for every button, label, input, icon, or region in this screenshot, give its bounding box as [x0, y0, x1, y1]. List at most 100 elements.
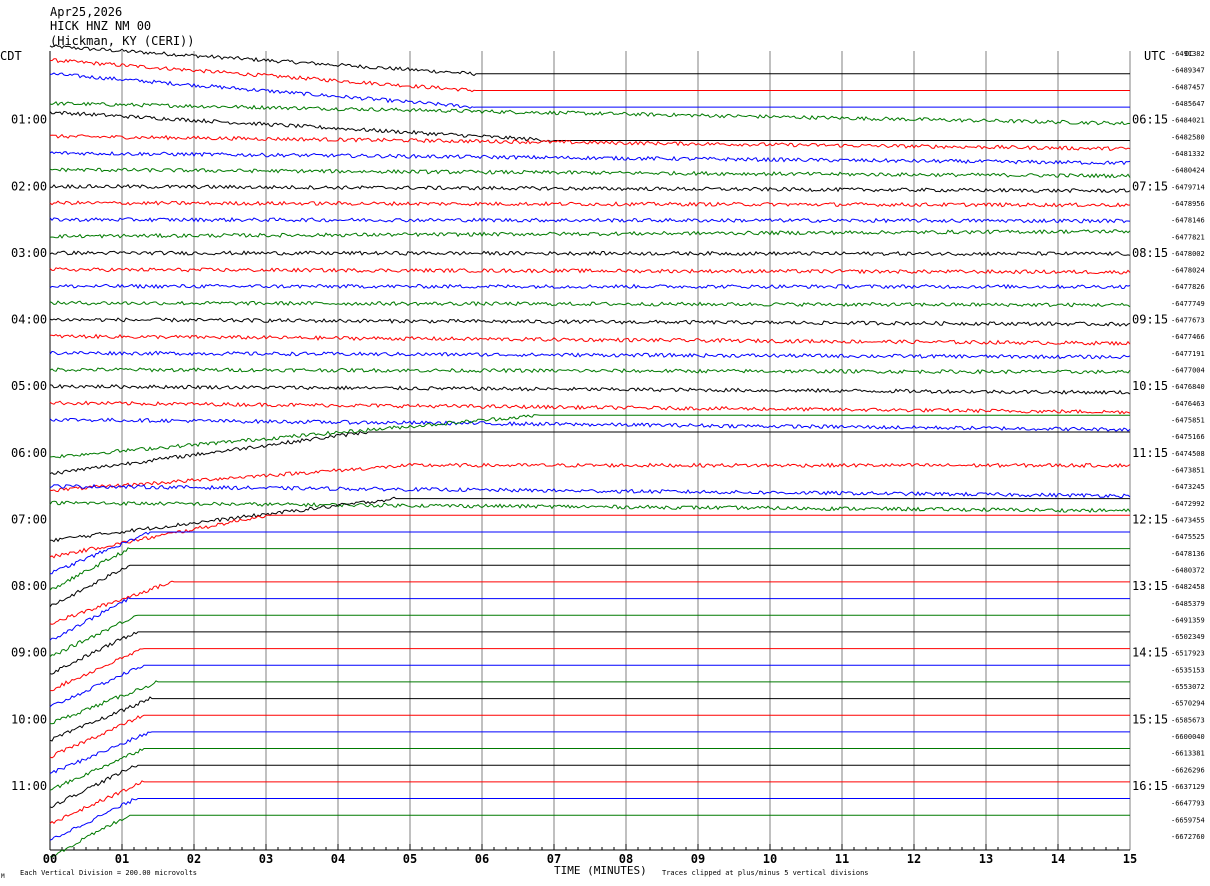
dc-offset-label: -6472992 — [1171, 500, 1205, 508]
dc-offset-label: -6626296 — [1171, 766, 1205, 774]
trace-row-40 — [49, 696, 1130, 742]
trace-row-46 — [49, 798, 1130, 841]
trace-group — [49, 44, 1131, 858]
x-tick-label: 00 — [43, 852, 57, 866]
dc-offset-label: -6480424 — [1171, 167, 1205, 175]
trace-row-18 — [49, 350, 1131, 360]
trace-row-25 — [49, 462, 1131, 493]
trace-row-34 — [49, 597, 1130, 641]
trace-row-8 — [49, 183, 1131, 194]
dc-offset-label: -6613381 — [1171, 750, 1205, 758]
dc-offset-label: -6480372 — [1171, 566, 1205, 574]
trace-row-36 — [49, 631, 1130, 675]
trace-row-16 — [49, 317, 1131, 327]
x-tick-label: 14 — [1051, 852, 1065, 866]
x-axis-title: TIME (MINUTES) — [554, 864, 647, 877]
dc-offset-label: -6473245 — [1171, 483, 1205, 491]
dc-offset-label: -6478024 — [1171, 267, 1205, 275]
utc-hour-label: 07:15 — [1132, 179, 1168, 193]
trace-row-41 — [49, 714, 1130, 759]
trace-row-42 — [49, 731, 1130, 774]
dc-offset-label: -6487457 — [1171, 83, 1205, 91]
x-tick-label: 12 — [907, 852, 921, 866]
trace-row-14 — [49, 283, 1131, 290]
dc-offset-label: -6482458 — [1171, 583, 1205, 591]
dc-offset-label: -6672760 — [1171, 833, 1205, 841]
dc-offset-label: -6535153 — [1171, 666, 1205, 674]
utc-hour-label: 13:15 — [1132, 579, 1168, 593]
utc-hour-label: 06:15 — [1132, 113, 1168, 127]
dc-offset-label: -6482580 — [1171, 133, 1205, 141]
trace-row-12 — [49, 250, 1131, 257]
dc-offset-label: -6475525 — [1171, 533, 1205, 541]
clip-note: Traces clipped at plus/minus 5 vertical … — [662, 869, 869, 877]
x-tick-label: 10 — [763, 852, 777, 866]
utc-hour-label: 12:15 — [1132, 512, 1168, 526]
trace-row-0 — [49, 44, 1130, 77]
x-tick-label: 06 — [475, 852, 489, 866]
dc-offset-label: -6479714 — [1171, 183, 1205, 191]
dc-offset-label: -6477826 — [1171, 283, 1205, 291]
x-tick-label: 02 — [187, 852, 201, 866]
dc-offset-label: -6474508 — [1171, 450, 1205, 458]
cdt-hour-label: 07:00 — [11, 512, 47, 526]
left-timezone-label: CDT — [0, 49, 22, 63]
dc-offset-label: -6478002 — [1171, 250, 1205, 258]
cdt-hour-label: 03:00 — [11, 246, 47, 260]
dc-offset-label: -6570294 — [1171, 700, 1205, 708]
dc-offset-label: -6647793 — [1171, 800, 1205, 808]
trace-row-9 — [49, 200, 1131, 208]
cdt-hour-label: 01:00 — [11, 113, 47, 127]
trace-row-13 — [49, 267, 1131, 275]
trace-row-21 — [49, 400, 1131, 415]
trace-row-30 — [49, 531, 1130, 575]
dc-offset-label: -6585673 — [1171, 716, 1205, 724]
trace-row-22 — [49, 417, 1131, 432]
trace-row-47 — [49, 814, 1130, 858]
trace-row-31 — [49, 547, 1130, 591]
trace-row-19 — [49, 367, 1131, 375]
header-date: Apr25,2026 — [50, 5, 122, 19]
dc-offset-label: -6637129 — [1171, 783, 1205, 791]
dc-offset-label: -6478146 — [1171, 217, 1205, 225]
cdt-hour-label: 05:00 — [11, 379, 47, 393]
trace-row-45 — [49, 780, 1130, 825]
trace-row-24 — [49, 430, 1130, 475]
utc-hour-label: 08:15 — [1132, 246, 1168, 260]
dc-offset-label: -6478956 — [1171, 200, 1205, 208]
dc-offset-label: -6473851 — [1171, 466, 1205, 474]
trace-row-27 — [49, 500, 1131, 514]
dc-offset-label: -6477191 — [1171, 350, 1205, 358]
utc-hour-label: 11:15 — [1132, 446, 1168, 460]
trace-row-1 — [49, 58, 1130, 93]
cdt-hour-label: 04:00 — [11, 313, 47, 327]
dc-offset-label: -6553072 — [1171, 683, 1205, 691]
trace-row-37 — [49, 648, 1130, 692]
cdt-hour-label: 09:00 — [11, 646, 47, 660]
trace-row-20 — [49, 383, 1131, 395]
trace-row-4 — [49, 110, 1130, 143]
x-tick-label: 15 — [1123, 852, 1137, 866]
trace-row-3 — [49, 101, 1131, 126]
trace-row-2 — [49, 72, 1130, 109]
trace-row-35 — [49, 614, 1130, 658]
utc-hour-label: 15:15 — [1132, 712, 1168, 726]
dc-offset-label: -6481332 — [1171, 150, 1205, 158]
trace-row-11 — [49, 229, 1131, 239]
cdt-hour-label: 08:00 — [11, 579, 47, 593]
dc-offset-label: -6600040 — [1171, 733, 1205, 741]
cdt-hour-label: 10:00 — [11, 712, 47, 726]
trace-row-33 — [49, 580, 1130, 625]
dc-offset-label: -6475166 — [1171, 433, 1205, 441]
x-tick-label: 05 — [403, 852, 417, 866]
x-tick-label: 07 — [547, 852, 561, 866]
trace-row-23 — [49, 414, 1130, 459]
utc-hour-label: 09:15 — [1132, 313, 1168, 327]
dc-offset-label: -6477004 — [1171, 367, 1205, 375]
dc-offset-label: -6477749 — [1171, 300, 1205, 308]
cdt-hour-label: 06:00 — [11, 446, 47, 460]
x-tick-label: 03 — [259, 852, 273, 866]
dc-offset-label: -6477821 — [1171, 233, 1205, 241]
x-tick-label: 09 — [691, 852, 705, 866]
